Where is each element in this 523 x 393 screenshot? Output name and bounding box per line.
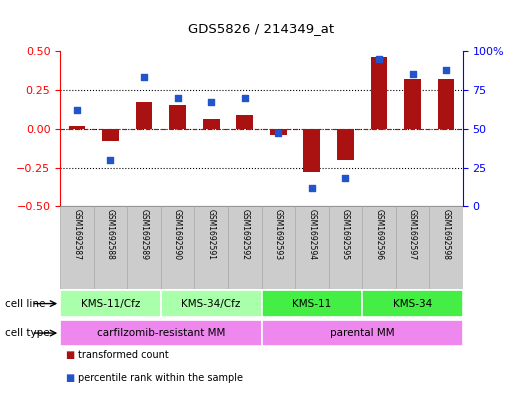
Bar xyxy=(60,206,94,289)
Text: cell line: cell line xyxy=(5,299,46,309)
Bar xyxy=(236,115,253,129)
Bar xyxy=(127,206,161,289)
Text: cell type: cell type xyxy=(5,328,50,338)
Bar xyxy=(60,320,262,346)
Text: KMS-34/Cfz: KMS-34/Cfz xyxy=(181,299,241,309)
Point xyxy=(375,56,383,62)
Text: GSM1692587: GSM1692587 xyxy=(72,209,82,260)
Text: carfilzomib-resistant MM: carfilzomib-resistant MM xyxy=(97,328,225,338)
Bar xyxy=(262,320,463,346)
Text: GSM1692593: GSM1692593 xyxy=(274,209,283,260)
Bar xyxy=(362,290,463,317)
Point xyxy=(308,185,316,191)
Bar xyxy=(60,290,161,317)
Text: ■: ■ xyxy=(65,350,75,360)
Text: GSM1692592: GSM1692592 xyxy=(240,209,249,260)
Bar xyxy=(438,79,454,129)
Point xyxy=(442,66,450,73)
Bar xyxy=(295,206,328,289)
Bar xyxy=(203,119,220,129)
Text: GSM1692588: GSM1692588 xyxy=(106,209,115,260)
Bar xyxy=(169,105,186,129)
Bar xyxy=(94,206,127,289)
Bar xyxy=(429,206,463,289)
Bar xyxy=(270,129,287,135)
Text: ■: ■ xyxy=(65,373,75,382)
Text: KMS-34: KMS-34 xyxy=(393,299,432,309)
Bar xyxy=(161,206,195,289)
Bar xyxy=(195,206,228,289)
Text: GDS5826 / 214349_at: GDS5826 / 214349_at xyxy=(188,22,335,35)
Bar xyxy=(262,206,295,289)
Bar xyxy=(371,57,388,129)
Point xyxy=(241,94,249,101)
Text: GSM1692594: GSM1692594 xyxy=(308,209,316,260)
Text: GSM1692589: GSM1692589 xyxy=(140,209,149,260)
Bar xyxy=(102,129,119,141)
Text: GSM1692597: GSM1692597 xyxy=(408,209,417,260)
Bar xyxy=(328,206,362,289)
Text: GSM1692598: GSM1692598 xyxy=(441,209,451,260)
Point xyxy=(274,130,282,136)
Point xyxy=(207,99,215,105)
Bar xyxy=(337,129,354,160)
Bar xyxy=(228,206,262,289)
Bar xyxy=(262,290,362,317)
Bar xyxy=(396,206,429,289)
Bar xyxy=(303,129,320,172)
Text: KMS-11: KMS-11 xyxy=(292,299,332,309)
Text: GSM1692596: GSM1692596 xyxy=(374,209,383,260)
Bar xyxy=(135,102,152,129)
Point xyxy=(408,71,417,77)
Bar xyxy=(69,126,85,129)
Text: percentile rank within the sample: percentile rank within the sample xyxy=(78,373,243,382)
Point xyxy=(174,94,182,101)
Bar xyxy=(404,79,421,129)
Text: GSM1692590: GSM1692590 xyxy=(173,209,182,260)
Bar xyxy=(362,206,396,289)
Point xyxy=(341,175,349,182)
Bar xyxy=(161,290,262,317)
Point xyxy=(106,156,115,163)
Point xyxy=(140,74,148,81)
Text: GSM1692591: GSM1692591 xyxy=(207,209,215,260)
Text: transformed count: transformed count xyxy=(78,350,169,360)
Text: KMS-11/Cfz: KMS-11/Cfz xyxy=(81,299,140,309)
Point xyxy=(73,107,81,113)
Text: parental MM: parental MM xyxy=(330,328,394,338)
Text: GSM1692595: GSM1692595 xyxy=(341,209,350,260)
